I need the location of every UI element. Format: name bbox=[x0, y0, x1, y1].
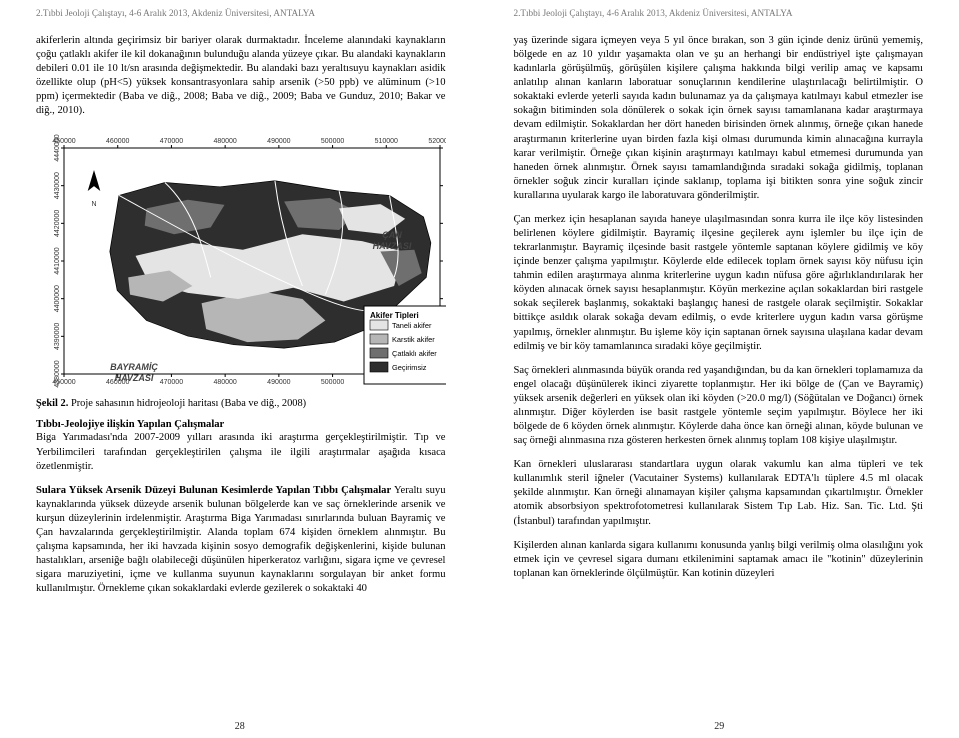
svg-text:490000: 490000 bbox=[267, 138, 290, 145]
svg-text:480000: 480000 bbox=[213, 379, 236, 386]
right-para-5: Kişilerden alınan kanlarda sigara kullan… bbox=[514, 539, 924, 581]
svg-text:Akifer Tipleri: Akifer Tipleri bbox=[370, 311, 419, 320]
right-para-1: yaş üzerinde sigara içmeyen veya 5 yıl ö… bbox=[514, 34, 924, 203]
svg-text:460000: 460000 bbox=[106, 138, 129, 145]
left-sec1-body: Biga Yarımadası'nda 2007-2009 yılları ar… bbox=[36, 431, 446, 473]
figure-caption-label: Şekil 2. bbox=[36, 398, 68, 409]
svg-text:500000: 500000 bbox=[321, 138, 344, 145]
svg-text:510000: 510000 bbox=[375, 138, 398, 145]
svg-text:520000: 520000 bbox=[428, 138, 446, 145]
svg-text:470000: 470000 bbox=[160, 379, 183, 386]
svg-text:Çatlaklı akifer: Çatlaklı akifer bbox=[392, 349, 437, 358]
svg-text:4380000: 4380000 bbox=[54, 361, 61, 388]
svg-text:4390000: 4390000 bbox=[54, 323, 61, 350]
svg-text:4440000: 4440000 bbox=[54, 135, 61, 162]
svg-text:HAVZASI: HAVZASI bbox=[115, 373, 154, 383]
right-para-2: Çan merkez için hesaplanan sayıda haneye… bbox=[514, 213, 924, 354]
svg-text:N: N bbox=[91, 201, 96, 208]
svg-text:4430000: 4430000 bbox=[54, 172, 61, 199]
svg-text:Karstik akifer: Karstik akifer bbox=[392, 335, 435, 344]
svg-text:490000: 490000 bbox=[267, 379, 290, 386]
svg-text:470000: 470000 bbox=[160, 138, 183, 145]
running-head-right: 2.Tıbbi Jeoloji Çalıştayı, 4-6 Aralık 20… bbox=[514, 8, 924, 18]
left-sec2-title: Sulara Yüksek Arsenik Düzeyi Bulunan Kes… bbox=[36, 485, 391, 496]
svg-text:BAYRAMİÇ: BAYRAMİÇ bbox=[110, 362, 158, 372]
svg-text:480000: 480000 bbox=[213, 138, 236, 145]
figure-caption-text: Proje sahasının hidrojeoloji haritası (B… bbox=[68, 398, 306, 409]
page-number-right: 29 bbox=[480, 721, 959, 732]
left-sec2: Sulara Yüksek Arsenik Düzeyi Bulunan Kes… bbox=[36, 484, 446, 597]
figure-caption: Şekil 2. Proje sahasının hidrojeoloji ha… bbox=[36, 398, 446, 409]
figure-map: 4500004500004600004600004700004700004800… bbox=[36, 130, 446, 392]
svg-text:Geçirimsiz: Geçirimsiz bbox=[392, 363, 427, 372]
svg-text:ÇAN: ÇAN bbox=[382, 230, 402, 240]
running-head-left: 2.Tıbbi Jeoloji Çalıştayı, 4-6 Aralık 20… bbox=[36, 8, 446, 18]
right-para-3: Saç örnekleri alınmasında büyük oranda r… bbox=[514, 364, 924, 448]
page-number-left: 28 bbox=[0, 721, 480, 732]
right-para-4: Kan örnekleri uluslararası standartlara … bbox=[514, 458, 924, 528]
svg-text:500000: 500000 bbox=[321, 379, 344, 386]
left-para-1: akiferlerin altında geçirimsiz bir bariy… bbox=[36, 34, 446, 118]
left-sec1-title: Tıbbı-Jeolojiye ilişkin Yapılan Çalışmal… bbox=[36, 419, 446, 430]
svg-text:4400000: 4400000 bbox=[54, 285, 61, 312]
svg-text:Taneli akifer: Taneli akifer bbox=[392, 321, 432, 330]
page-right: 2.Tıbbi Jeoloji Çalıştayı, 4-6 Aralık 20… bbox=[480, 0, 959, 738]
svg-text:4410000: 4410000 bbox=[54, 248, 61, 275]
left-sec2-body: Yeraltı suyu kaynaklarında yüksek düzeyd… bbox=[36, 485, 446, 595]
svg-text:4420000: 4420000 bbox=[54, 210, 61, 237]
svg-text:HAVZASI: HAVZASI bbox=[373, 241, 412, 251]
page-left: 2.Tıbbi Jeoloji Çalıştayı, 4-6 Aralık 20… bbox=[0, 0, 480, 738]
